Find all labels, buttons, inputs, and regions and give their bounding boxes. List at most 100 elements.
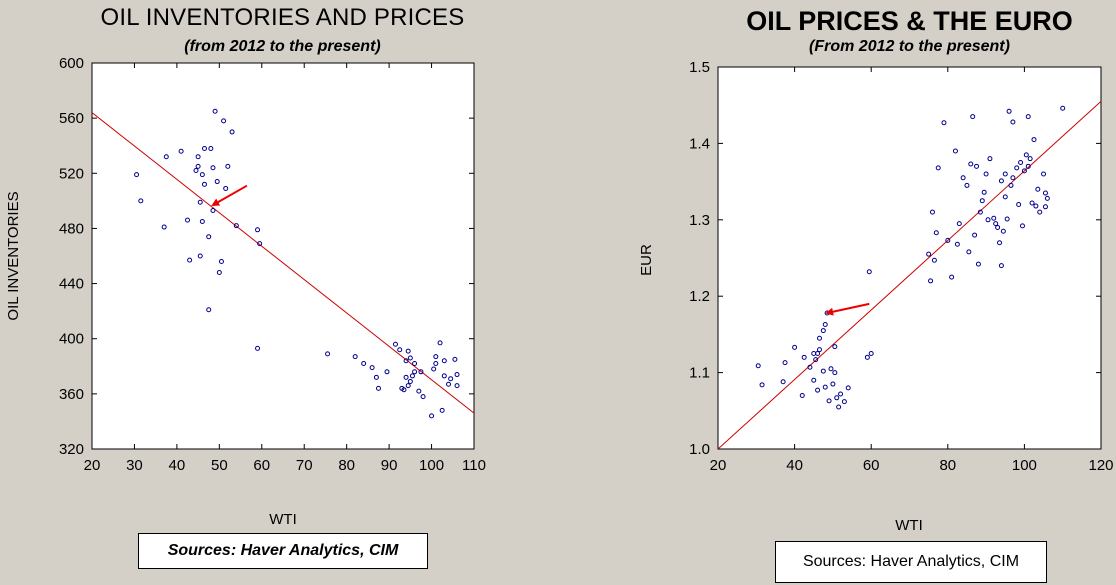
chart1-data-point xyxy=(195,154,201,160)
chart2-data-point xyxy=(1031,137,1037,143)
chart1-data-point xyxy=(352,354,358,360)
chart1-data-point xyxy=(218,259,224,265)
chart1-data-point xyxy=(454,372,460,378)
chart1-data-point xyxy=(255,345,261,351)
chart1-data-point xyxy=(187,257,193,263)
chart1-data-point xyxy=(407,378,413,384)
chart2-data-point xyxy=(845,385,851,391)
chart2-data-point xyxy=(1002,194,1008,200)
chart2-data-point xyxy=(956,221,962,227)
chart1-data-point xyxy=(405,383,411,389)
chart2-data-point xyxy=(1019,223,1025,229)
chart2-data-point xyxy=(828,366,834,372)
chart2-x-tick-label: 60 xyxy=(863,457,880,474)
chart2-data-point xyxy=(1000,228,1006,234)
chart2-data-point xyxy=(868,351,874,356)
chart1-data-point xyxy=(448,376,454,382)
chart1-x-axis-label: WTI xyxy=(269,511,297,528)
chart2-data-point xyxy=(811,377,817,383)
chart1-data-point xyxy=(197,199,203,205)
chart1-data-point xyxy=(441,373,447,379)
chart2-data-point xyxy=(926,251,932,257)
chart2-data-point xyxy=(998,263,1004,269)
chart2-data-point xyxy=(782,360,788,366)
chart1-x-tick-label: 20 xyxy=(84,457,101,474)
chart1-data-point xyxy=(409,373,415,379)
chart1-data-point xyxy=(225,163,231,169)
chart1-data-point xyxy=(412,369,418,375)
chart2-data-point xyxy=(949,274,955,280)
chart2-data-point xyxy=(960,175,966,181)
chart1-data-point xyxy=(255,227,261,233)
chart2-data-point xyxy=(759,382,765,388)
chart2-data-point xyxy=(1016,202,1022,208)
chart1-data-point xyxy=(420,394,426,400)
chart2-data-point xyxy=(983,171,989,177)
chart2-data-point xyxy=(813,357,819,363)
chart1-data-point xyxy=(433,354,439,360)
chart1-data-point xyxy=(210,165,216,171)
chart2-subtitle: (From 2012 to the present) xyxy=(809,38,1010,55)
chart2-data-point xyxy=(816,335,822,341)
chart1-data-point xyxy=(206,234,212,240)
chart2-data-point xyxy=(991,215,997,221)
chart2-data-point xyxy=(964,182,970,188)
chart1-annotation-arrow xyxy=(211,184,248,206)
chart1-y-axis-label: OIL INVENTORIES xyxy=(5,191,22,320)
chart2-data-point xyxy=(826,398,832,404)
chart2-data-point xyxy=(985,217,991,223)
chart1-data-point xyxy=(221,118,227,124)
chart1-data-point xyxy=(193,168,199,174)
chart2-data-point xyxy=(815,351,821,356)
chart2-data-point xyxy=(832,344,838,350)
chart1-data-point xyxy=(437,340,443,346)
chart1-x-tick-label: 40 xyxy=(169,457,186,474)
chart2-data-point xyxy=(830,381,836,387)
chart2-data-point xyxy=(1029,200,1035,206)
chart2-data-point xyxy=(968,161,974,167)
chart2-data-point xyxy=(1002,171,1008,177)
chart2-data-point xyxy=(931,257,937,263)
chart1-regression-line xyxy=(92,112,474,414)
chart2-data-point xyxy=(1041,171,1047,177)
chart2-data-point xyxy=(1044,195,1050,201)
chart1-data-point xyxy=(161,224,167,230)
chart2-data-point xyxy=(977,209,983,215)
chart2-data-point xyxy=(822,321,828,327)
chart2-x-tick-label: 100 xyxy=(1012,457,1037,474)
chart1-y-tick-label: 400 xyxy=(59,331,84,348)
chart1-data-point xyxy=(454,383,460,389)
chart2-data-point xyxy=(970,114,976,120)
chart2-data-point xyxy=(864,354,870,360)
chart2-data-point xyxy=(945,237,951,243)
chart1-y-tick-label: 320 xyxy=(59,441,84,458)
chart2-y-tick-label: 1.4 xyxy=(689,135,710,152)
chart1-data-point xyxy=(429,413,435,419)
chart2-data-point xyxy=(993,221,999,227)
chart2-regression-line xyxy=(718,101,1101,449)
chart2-data-point xyxy=(836,404,842,410)
chart1-data-point xyxy=(407,355,413,361)
chart1-data-point xyxy=(405,348,411,354)
chart2-data-point xyxy=(1060,105,1066,111)
chart1-data-point xyxy=(418,369,424,375)
chart1-data-point xyxy=(197,253,203,259)
chart1-data-point xyxy=(361,361,367,367)
chart1-data-point xyxy=(185,217,190,223)
chart1-data-point xyxy=(208,145,214,151)
chart1-data-point xyxy=(397,347,403,353)
chart2-title: OIL PRICES & THE EURO xyxy=(746,6,1073,36)
chart2-x-tick-label: 20 xyxy=(710,457,727,474)
chart1-data-point xyxy=(376,385,381,391)
chart2-x-tick-label: 80 xyxy=(939,457,956,474)
chart2-data-point xyxy=(974,163,980,169)
chart1-x-tick-label: 60 xyxy=(253,457,270,474)
chart1-title: OIL INVENTORIES AND PRICES xyxy=(100,4,465,31)
chart1-data-point xyxy=(384,369,390,375)
chart2-x-tick-label: 40 xyxy=(786,457,803,474)
chart2-data-point xyxy=(1006,108,1012,114)
chart2-data-point xyxy=(929,209,935,215)
chart2-y-tick-label: 1.2 xyxy=(689,288,710,305)
chart1-data-point xyxy=(216,270,222,276)
